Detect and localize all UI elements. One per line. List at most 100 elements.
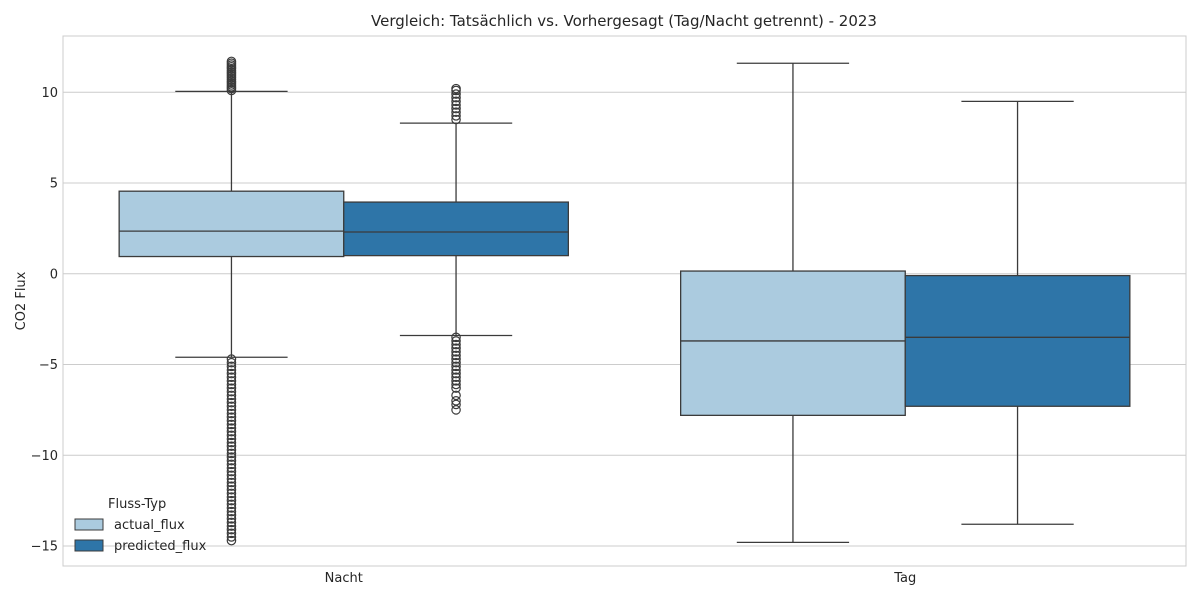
outlier-point [226, 452, 237, 462]
outlier-point [226, 401, 237, 412]
outlier-point [226, 524, 237, 535]
outlier-point [226, 386, 237, 397]
outlier-point [226, 503, 237, 513]
outlier-point [226, 408, 237, 419]
outlier-point [226, 532, 237, 542]
outlier-point [226, 412, 237, 422]
outlier-point [226, 357, 237, 368]
outlier-point [226, 415, 237, 426]
box-iqr [680, 270, 906, 416]
outlier-point [226, 528, 237, 539]
outlier-point [451, 107, 461, 118]
legend-swatch [74, 539, 104, 552]
y-axis-label: CO2 Flux [14, 271, 29, 330]
outlier-point [451, 114, 461, 125]
x-tick-labels: Nacht Tag [325, 571, 917, 586]
y-tick-label: 10 [41, 86, 58, 101]
outlier-point [451, 365, 461, 375]
outlier-point [226, 56, 237, 67]
x-tick-label: Nacht [325, 571, 363, 586]
outlier-point [451, 89, 461, 99]
outlier-point [226, 445, 237, 455]
y-tick-label: −15 [31, 540, 58, 555]
legend-swatch [74, 518, 104, 531]
outlier-point [226, 361, 237, 372]
outlier-point [226, 365, 237, 375]
outlier-point [451, 376, 461, 386]
outlier-point [451, 405, 461, 415]
outlier-point [226, 466, 237, 477]
outlier-point [451, 383, 461, 393]
outlier-point [226, 459, 237, 470]
x-tick-label: Tag [893, 571, 916, 586]
y-tick-label: −5 [39, 358, 58, 373]
outlier-point [226, 514, 237, 524]
outlier-point [226, 488, 237, 499]
outlier-point [226, 510, 237, 520]
outlier-point [451, 372, 461, 383]
outlier-point [451, 368, 461, 379]
outlier-point [451, 96, 461, 107]
outlier-point [451, 396, 461, 406]
outlier-point [451, 83, 461, 94]
outlier-point [226, 481, 237, 491]
box-actual_flux-Nacht [118, 56, 345, 546]
outlier-point [451, 399, 461, 410]
legend-entry: predicted_flux [74, 539, 207, 554]
outlier-point [451, 339, 461, 350]
box-iqr [343, 201, 570, 257]
y-tick-labels: 10 5 0 −5 −10 −15 [31, 86, 58, 555]
outlier-point [226, 506, 237, 517]
outlier-point [451, 332, 461, 343]
y-tick-label: 5 [50, 177, 58, 192]
outlier-point [226, 441, 237, 452]
outlier-point [226, 517, 237, 528]
box-predicted_flux-Nacht [343, 83, 570, 415]
outlier-point [226, 448, 237, 459]
outlier-point [451, 357, 461, 368]
outlier-point [226, 437, 237, 448]
box-actual_flux-Tag [680, 62, 906, 544]
legend-label: predicted_flux [114, 539, 207, 554]
outlier-point [226, 521, 237, 531]
outlier-point [451, 390, 461, 401]
outlier-point [226, 434, 237, 444]
y-tick-label: 0 [50, 267, 58, 282]
outlier-point [226, 368, 237, 379]
outlier-point [226, 535, 237, 546]
box-iqr [904, 274, 1131, 407]
outlier-point [451, 361, 461, 372]
outlier-point [226, 383, 237, 393]
outlier-point [451, 100, 461, 110]
outlier-point [226, 423, 237, 433]
legend-title: Fluss-Typ [108, 497, 166, 512]
outlier-point [226, 474, 237, 484]
box-predicted_flux-Tag [904, 100, 1131, 525]
outlier-point [226, 455, 237, 466]
legend-label: actual_flux [114, 518, 185, 533]
boxes [118, 56, 1131, 546]
outlier-point [451, 350, 461, 361]
outlier-point [451, 343, 461, 353]
outlier-point [226, 397, 237, 408]
chart-title: Vergleich: Tatsächlich vs. Vorhergesagt … [371, 12, 877, 30]
outlier-point [226, 372, 237, 383]
outlier-point [226, 394, 237, 404]
outlier-point [226, 495, 237, 506]
outlier-point [226, 426, 237, 437]
outlier-point [226, 492, 237, 502]
outlier-point [226, 405, 237, 415]
outlier-point [226, 430, 237, 441]
outlier-point [226, 390, 237, 401]
outlier-point [226, 379, 237, 390]
outlier-point [451, 336, 461, 346]
outlier-point [451, 111, 461, 121]
y-tick-label: −10 [31, 449, 58, 464]
outlier-point [226, 419, 237, 430]
legend: Fluss-Typ actual_flux predicted_flux [74, 497, 207, 554]
outlier-point [451, 92, 461, 103]
legend-entry: actual_flux [74, 518, 185, 533]
outlier-point [226, 463, 237, 473]
outlier-point [226, 354, 237, 364]
